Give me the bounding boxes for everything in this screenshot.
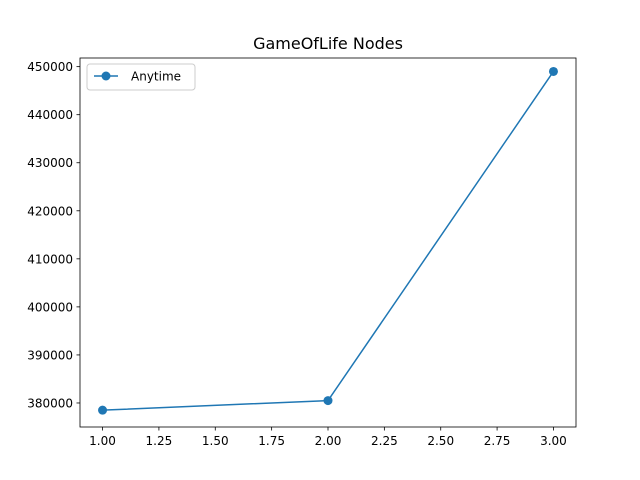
y-tick-label: 390000 (27, 348, 73, 362)
data-point (98, 405, 108, 415)
x-tick-label: 2.25 (371, 434, 398, 448)
x-tick-label: 1.50 (202, 434, 229, 448)
y-tick-label: 420000 (27, 204, 73, 218)
y-tick-label: 410000 (27, 252, 73, 266)
y-tick-label: 400000 (27, 300, 73, 314)
data-point (323, 396, 333, 406)
y-tick-label: 380000 (27, 396, 73, 410)
series-layer (98, 66, 558, 415)
x-tick-label: 2.75 (484, 434, 511, 448)
plot-area (79, 57, 577, 428)
x-tick-label: 2.00 (315, 434, 342, 448)
y-axis: 380000 390000 400000 410000 420000 430000 4400… (27, 60, 80, 410)
y-tick-label: 450000 (27, 60, 73, 74)
y-tick-label: 440000 (27, 108, 73, 122)
legend: Anytime (86, 63, 196, 91)
y-tick-label: 430000 (27, 156, 73, 170)
data-point (548, 66, 558, 76)
x-axis: 1.00 1.25 1.50 1.75 2.00 2.25 2.50 2.75 3.00 (89, 427, 567, 448)
x-tick-label: 3.00 (540, 434, 567, 448)
chart-title: GameOfLife Nodes (253, 34, 403, 53)
x-tick-label: 2.50 (427, 434, 454, 448)
x-tick-label: 1.25 (146, 434, 173, 448)
plot-frame (79, 57, 577, 428)
legend-marker-swatch (101, 71, 111, 81)
x-tick-label: 1.75 (258, 434, 285, 448)
legend-label: Anytime (131, 70, 181, 84)
x-tick-label: 1.00 (89, 434, 116, 448)
legend-box (86, 63, 196, 91)
